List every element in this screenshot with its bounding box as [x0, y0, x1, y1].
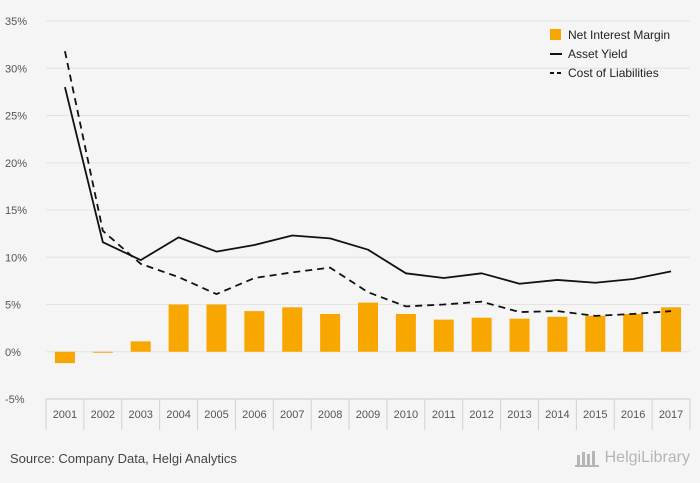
x-tick-label: 2006	[242, 409, 266, 421]
bar-net-interest-margin	[395, 313, 416, 352]
legend-label: Cost of Liabilities	[568, 66, 659, 80]
source-note: Source: Company Data, Helgi Analytics	[10, 451, 237, 466]
bar-net-interest-margin	[320, 313, 341, 352]
legend-label: Asset Yield	[568, 47, 627, 61]
x-tick-label: 2014	[545, 409, 569, 421]
x-tick-label: 2004	[166, 409, 190, 421]
y-tick-label: 5%	[5, 300, 21, 312]
bar-net-interest-margin	[661, 307, 682, 352]
bar-net-interest-margin	[358, 302, 378, 352]
line-asset-yield	[64, 86, 672, 285]
x-tick-label: 2015	[583, 409, 607, 421]
x-tick-label: 2005	[204, 409, 228, 421]
legend: Net Interest Margin Asset Yield Cost of Li…	[550, 28, 670, 80]
bar-net-interest-margin	[206, 304, 227, 352]
line-cost-of-liabilities	[64, 51, 672, 317]
bar-net-interest-margin	[54, 351, 75, 364]
x-tick-label: 2016	[621, 409, 645, 421]
y-tick-label: 25%	[5, 111, 27, 123]
x-tick-label: 2001	[53, 409, 77, 421]
x-tick-label: 2007	[280, 409, 304, 421]
y-tick-label: 30%	[5, 63, 27, 75]
bar-net-interest-margin	[244, 311, 265, 352]
bar-series	[54, 302, 682, 364]
bar-net-interest-margin	[433, 319, 454, 352]
x-tick-label: 2003	[128, 409, 152, 421]
y-tick-label: -5%	[5, 394, 25, 406]
bar-net-interest-margin	[509, 318, 530, 352]
line-series	[64, 51, 672, 317]
bar-net-interest-margin	[585, 315, 606, 352]
legend-label: Net Interest Margin	[568, 28, 670, 42]
bar-net-interest-margin	[547, 316, 568, 352]
x-axis: 2001 2002 2003 2004 2005 2006 2007 2008 2009 2010…	[45, 398, 691, 430]
x-tick-label: 2010	[394, 409, 418, 421]
bar-net-interest-margin	[92, 351, 113, 353]
x-tick-label: 2002	[91, 409, 115, 421]
x-tick-label: 2012	[469, 409, 493, 421]
x-tick-label: 2008	[318, 409, 342, 421]
y-tick-label: 10%	[5, 252, 27, 264]
library-logo-icon	[574, 451, 599, 467]
x-tick-label: 2013	[507, 409, 531, 421]
x-tick-label: 2009	[356, 409, 380, 421]
grid	[46, 20, 690, 400]
bar-net-interest-margin	[623, 313, 644, 352]
y-tick-label: 0%	[5, 347, 21, 359]
x-tick-label: 2017	[659, 409, 683, 421]
y-tick-label: 15%	[5, 205, 27, 217]
y-tick-label: 35%	[5, 16, 27, 28]
bar-net-interest-margin	[130, 341, 151, 352]
legend-swatch-net-interest-margin	[550, 29, 561, 40]
brand-watermark: HelgiLibrary	[574, 449, 690, 467]
bar-net-interest-margin	[471, 317, 492, 352]
y-axis-tick-labels: -5% 0% 5% 10% 15% 20% 25% 30% 35%	[5, 16, 27, 406]
x-tick-label: 2011	[432, 409, 456, 421]
bar-net-interest-margin	[282, 307, 303, 352]
bar-net-interest-margin	[168, 304, 189, 352]
y-tick-label: 20%	[5, 158, 27, 170]
brand-name: HelgiLibrary	[604, 449, 690, 466]
